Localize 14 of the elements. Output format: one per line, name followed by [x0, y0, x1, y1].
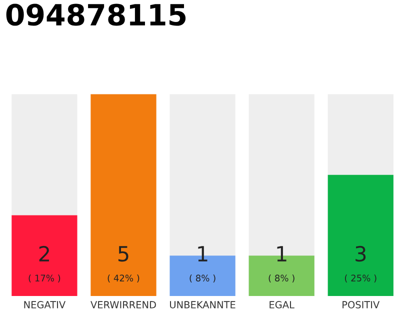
annotation: ( 8% ) [268, 274, 294, 283]
annotation: ( 17% ) [28, 274, 60, 283]
chart-title: 094878115 [6, 4, 186, 26]
annotation: ( 8% ) [190, 274, 216, 283]
x-tick-label: POSITIV [342, 301, 380, 308]
x-tick-label: VERWIRREND [90, 301, 156, 308]
data-label: 2 [39, 246, 49, 262]
data-label: 5 [118, 246, 128, 262]
x-tick-label: UNBEKANNTE [170, 301, 236, 308]
annotation: ( 42% ) [108, 274, 140, 283]
data-label: 3 [356, 246, 366, 262]
x-tick-label: NEGATIV [24, 301, 66, 308]
annotation: ( 25% ) [344, 274, 376, 283]
x-tick-label: EGAL [270, 301, 294, 308]
